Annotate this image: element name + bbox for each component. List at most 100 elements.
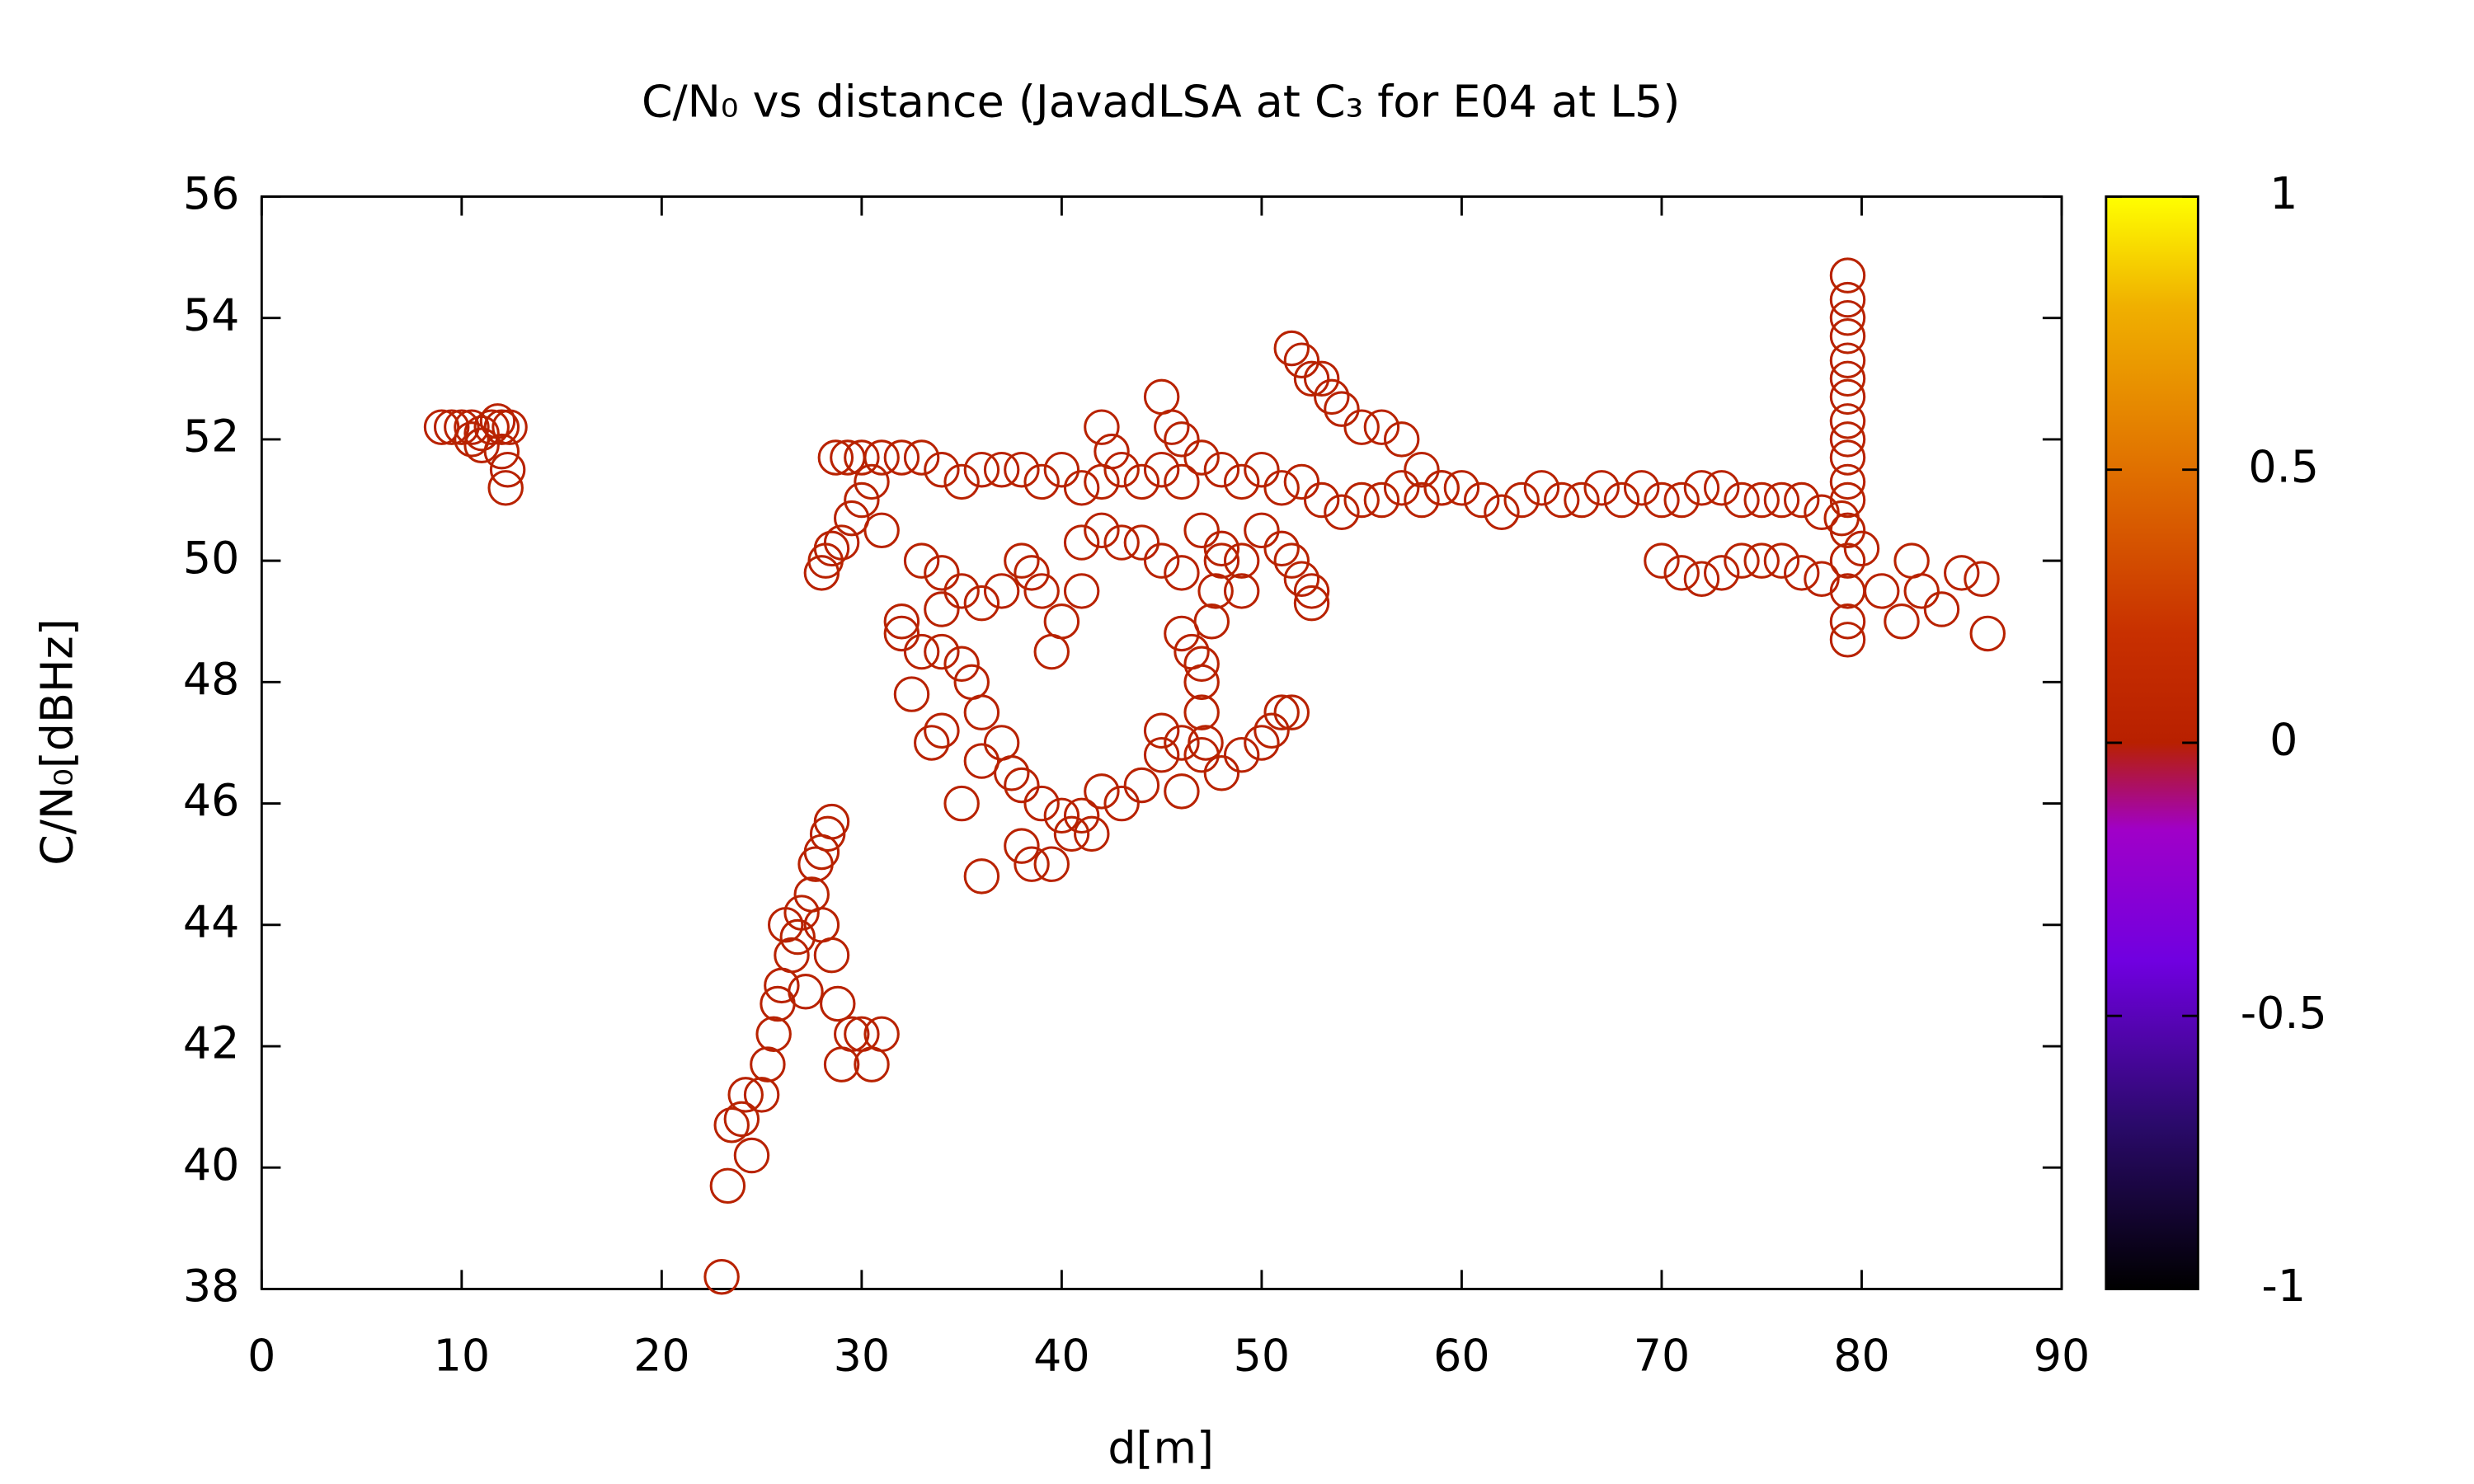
point <box>1123 767 1160 804</box>
point <box>1103 524 1140 561</box>
point <box>1903 573 1940 609</box>
point <box>723 1101 760 1138</box>
point <box>1063 524 1100 561</box>
point <box>479 403 516 439</box>
point <box>1763 481 1800 519</box>
point <box>943 463 980 500</box>
x-tick-label: 90 <box>2034 1330 2091 1382</box>
point <box>943 646 980 682</box>
point <box>1004 767 1040 804</box>
point <box>994 755 1030 791</box>
point <box>1223 736 1260 773</box>
y-axis-label: C/N₀[dBHz] <box>31 618 83 865</box>
point <box>1829 439 1866 476</box>
point <box>788 974 824 1010</box>
point <box>963 585 1000 622</box>
x-tick-label: 10 <box>434 1330 490 1382</box>
point <box>1829 257 1866 294</box>
point <box>1143 451 1180 488</box>
point <box>489 451 526 488</box>
y-tick-label: 40 <box>183 1139 239 1190</box>
point <box>1763 542 1800 579</box>
point <box>1703 555 1740 591</box>
point <box>813 803 850 840</box>
point <box>1724 542 1760 579</box>
point <box>1183 512 1220 549</box>
point <box>1314 378 1350 416</box>
point <box>1197 573 1234 609</box>
point <box>1484 494 1520 530</box>
point <box>1783 555 1820 591</box>
x-tick-label: 0 <box>247 1330 275 1382</box>
y-tick-label: 42 <box>183 1017 239 1069</box>
point <box>1084 512 1120 549</box>
point <box>1154 409 1190 445</box>
point <box>963 743 1000 779</box>
point <box>1724 481 1760 519</box>
x-axis-label: d[m] <box>1108 1421 1214 1473</box>
point <box>883 439 920 476</box>
point <box>1829 403 1866 439</box>
point <box>1564 481 1600 519</box>
point <box>423 409 460 445</box>
y-tick-label: 52 <box>183 411 239 463</box>
point <box>1014 555 1050 591</box>
point <box>743 1077 780 1113</box>
point <box>1383 470 1420 506</box>
point <box>433 409 470 445</box>
point <box>1743 481 1780 519</box>
point <box>1004 828 1040 864</box>
point <box>1183 664 1220 701</box>
point <box>1969 615 2006 652</box>
point <box>793 876 830 913</box>
point <box>1884 603 1920 640</box>
point <box>1273 542 1310 579</box>
point <box>1804 494 1840 530</box>
point <box>1164 463 1200 500</box>
point <box>1004 451 1040 488</box>
point <box>1183 439 1220 476</box>
y-tick-label: 50 <box>183 532 239 584</box>
point <box>1063 573 1100 609</box>
point <box>903 633 940 670</box>
point <box>473 409 510 445</box>
point <box>703 1259 740 1295</box>
point <box>1244 725 1280 761</box>
point <box>813 530 850 567</box>
chart-title: C/N₀ vs distance (JavadLSA at C₃ for E04… <box>642 76 1681 128</box>
point <box>1043 451 1080 488</box>
point <box>1829 281 1866 318</box>
point <box>1703 470 1740 506</box>
point <box>774 937 810 974</box>
point <box>983 725 1020 761</box>
point <box>924 591 960 627</box>
point <box>963 451 1000 488</box>
point <box>903 542 940 579</box>
point <box>953 664 990 701</box>
y-tick-label: 38 <box>183 1260 239 1312</box>
colorbar-tick-label: 1 <box>2269 167 2298 219</box>
point <box>1014 846 1050 882</box>
colorbar-tick-label: -1 <box>2261 1260 2306 1312</box>
x-tick-label: 70 <box>1634 1330 1691 1382</box>
point <box>1053 815 1090 852</box>
point <box>1253 712 1290 749</box>
point <box>844 481 880 519</box>
point <box>924 451 960 488</box>
point <box>1829 360 1866 397</box>
x-tick-label: 60 <box>1433 1330 1490 1382</box>
point <box>1893 542 1930 579</box>
point <box>1363 481 1400 519</box>
colorbar-tick-label: -0.5 <box>2241 987 2327 1039</box>
point <box>854 463 890 500</box>
point <box>755 1016 792 1053</box>
point <box>1603 481 1640 519</box>
point <box>1143 542 1180 579</box>
point <box>1283 463 1320 500</box>
point <box>1183 736 1220 773</box>
point <box>454 409 490 445</box>
point <box>1293 573 1330 609</box>
point <box>844 1016 880 1053</box>
point <box>1443 470 1480 506</box>
x-tick-label: 80 <box>1833 1330 1890 1382</box>
